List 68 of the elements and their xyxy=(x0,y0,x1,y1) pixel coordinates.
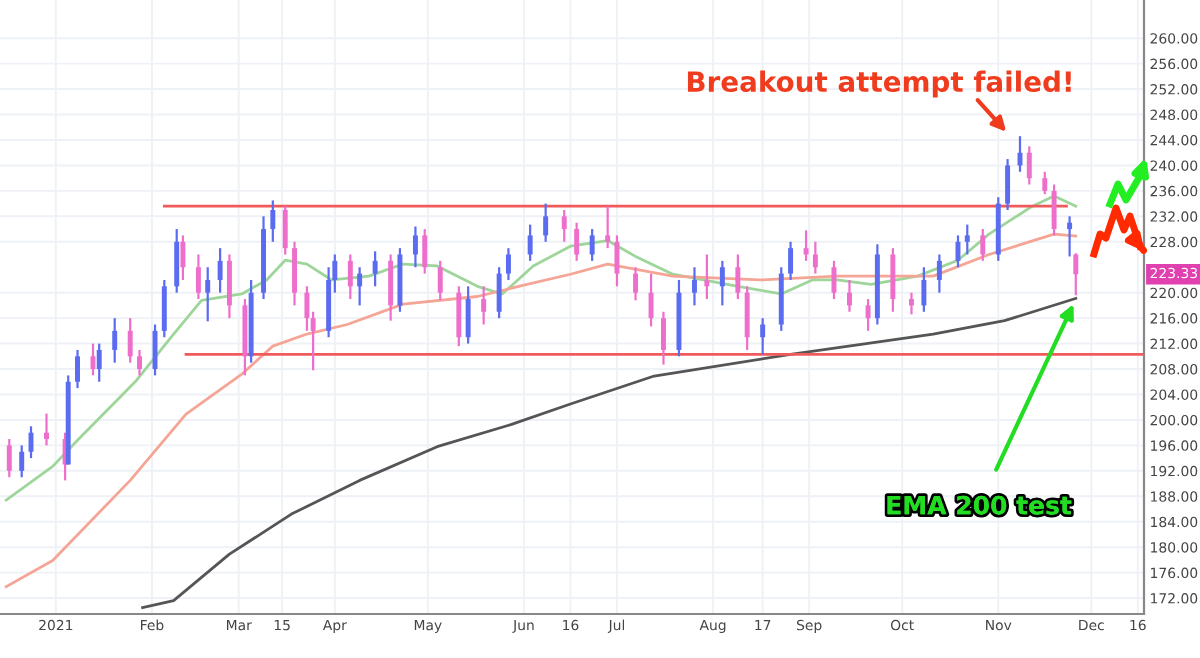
candlestick xyxy=(412,225,418,269)
candlestick xyxy=(372,250,378,288)
candlestick xyxy=(735,253,741,301)
candlestick xyxy=(422,227,428,275)
candlestick xyxy=(909,291,914,316)
line-series xyxy=(141,297,1078,610)
candlestick xyxy=(527,223,533,262)
candlestick xyxy=(357,266,363,307)
candlestick xyxy=(1067,215,1073,258)
candlestick xyxy=(964,223,970,256)
candlestick xyxy=(704,253,710,301)
candlestick xyxy=(174,227,180,294)
candlestick xyxy=(936,253,942,294)
candlestick xyxy=(195,253,201,301)
candlestick xyxy=(270,199,276,243)
candlestick xyxy=(744,285,750,352)
candlestick xyxy=(180,234,186,282)
candlestick xyxy=(127,317,133,364)
candlestick xyxy=(561,208,567,243)
candlestick xyxy=(691,266,697,307)
candlestick xyxy=(347,253,353,301)
candlestick xyxy=(96,342,102,383)
annotation: EMA 200 test xyxy=(887,495,1072,515)
candlestick xyxy=(803,229,809,262)
candlestick xyxy=(543,202,549,243)
candlestick xyxy=(1042,170,1048,196)
candlestick xyxy=(1051,183,1057,237)
candlestick xyxy=(605,205,611,250)
candlestick xyxy=(865,297,871,332)
candlestick xyxy=(226,253,232,320)
candlestick xyxy=(648,272,654,328)
candlestick xyxy=(496,266,502,320)
candlestick xyxy=(574,221,580,262)
candlestick xyxy=(589,227,595,262)
candlestick xyxy=(812,240,818,275)
candlestick xyxy=(44,412,49,447)
candlestick xyxy=(456,285,462,348)
line-series xyxy=(4,232,1078,589)
candlestick xyxy=(282,205,288,256)
candlestick xyxy=(831,259,837,301)
annotation: Breakout attempt failed! xyxy=(687,70,1071,98)
candlestick xyxy=(437,259,443,302)
candlestick xyxy=(6,437,12,479)
candlestick xyxy=(614,234,620,288)
candlestick xyxy=(292,240,298,307)
candlestick xyxy=(921,266,927,313)
candlestick xyxy=(112,317,118,364)
candlestick xyxy=(465,285,471,345)
candlestick xyxy=(217,247,223,294)
candlestick xyxy=(75,348,80,390)
candlestick xyxy=(505,247,511,282)
candlestick xyxy=(205,266,211,323)
candlestick xyxy=(1026,145,1032,186)
candlestick xyxy=(161,278,167,339)
candlestick xyxy=(719,259,725,307)
candlestick xyxy=(1073,252,1079,297)
candlestick xyxy=(633,266,639,302)
candlestick xyxy=(846,278,852,313)
candlestick xyxy=(890,247,896,313)
candlestick xyxy=(481,285,487,326)
candlestick xyxy=(1005,157,1011,212)
candlestick xyxy=(980,227,986,262)
candlestick xyxy=(137,348,142,377)
candlestick xyxy=(388,253,394,322)
candlestick xyxy=(760,317,766,356)
candlestick xyxy=(19,444,25,479)
candlestick xyxy=(660,310,666,366)
candlestick xyxy=(788,240,794,282)
